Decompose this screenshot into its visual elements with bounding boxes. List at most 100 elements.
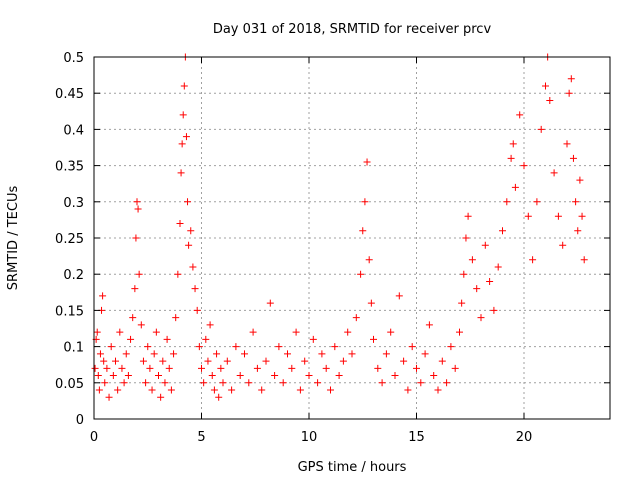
data-point	[344, 328, 352, 336]
data-point	[533, 198, 541, 206]
data-point	[292, 328, 300, 336]
data-point	[178, 140, 186, 148]
data-point	[481, 241, 489, 249]
data-point	[193, 306, 201, 314]
data-point	[139, 357, 147, 365]
data-point	[174, 270, 182, 278]
y-tick-label: 0.5	[63, 51, 84, 66]
data-point	[443, 379, 451, 387]
data-point	[477, 314, 485, 322]
data-point	[167, 386, 175, 394]
data-point	[572, 198, 580, 206]
plot-frame	[93, 56, 611, 420]
data-point	[365, 256, 373, 264]
data-point	[357, 270, 365, 278]
data-point	[132, 234, 140, 242]
data-point	[161, 379, 169, 387]
data-point	[185, 241, 193, 249]
data-point	[296, 386, 304, 394]
data-point	[464, 212, 472, 220]
y-tick-label: 0.15	[55, 304, 84, 319]
data-point	[208, 372, 216, 380]
data-point	[339, 357, 347, 365]
data-point	[228, 386, 236, 394]
data-point	[148, 386, 156, 394]
data-point	[288, 364, 296, 372]
data-point	[537, 125, 545, 133]
data-point	[155, 372, 162, 380]
data-point	[159, 357, 167, 365]
data-point	[520, 162, 528, 170]
data-point	[554, 212, 562, 220]
data-point	[400, 357, 408, 365]
x-tick-label: 20	[516, 430, 533, 445]
data-point	[359, 227, 367, 235]
data-point	[204, 357, 212, 365]
data-point	[511, 183, 519, 191]
data-point	[152, 328, 160, 336]
data-point	[284, 350, 291, 358]
data-point	[279, 379, 287, 387]
data-point	[494, 263, 502, 271]
data-point	[456, 328, 463, 336]
data-point	[468, 256, 476, 264]
data-point	[301, 357, 309, 365]
data-point	[367, 299, 375, 307]
data-point	[509, 140, 517, 148]
data-point	[172, 314, 180, 322]
y-tick-label: 0.3	[63, 196, 84, 211]
data-point	[275, 343, 283, 351]
data-point	[578, 212, 586, 220]
data-point	[563, 140, 571, 148]
data-point	[348, 350, 356, 358]
data-point	[180, 82, 188, 90]
data-point	[580, 256, 588, 264]
data-point	[142, 379, 150, 387]
data-point	[91, 364, 99, 372]
data-point	[134, 205, 142, 213]
y-tick-label: 0.05	[55, 377, 84, 392]
data-point	[103, 364, 111, 372]
data-point	[327, 386, 334, 394]
x-tick-label: 10	[301, 430, 318, 445]
data-point	[565, 89, 573, 97]
data-points	[91, 53, 588, 401]
data-point	[122, 350, 130, 358]
data-point	[305, 372, 313, 380]
data-point	[94, 372, 102, 380]
data-point	[215, 393, 223, 401]
data-point	[382, 350, 390, 358]
data-point	[191, 285, 199, 293]
data-point	[144, 343, 152, 351]
data-point	[486, 277, 494, 285]
data-point	[404, 386, 412, 394]
data-point	[352, 314, 360, 322]
data-point	[258, 386, 266, 394]
data-point	[413, 364, 420, 372]
data-point	[516, 111, 524, 119]
data-point	[112, 357, 119, 365]
data-point	[524, 212, 532, 220]
data-point	[430, 372, 438, 380]
data-point	[309, 335, 317, 343]
data-point	[165, 364, 173, 372]
data-point	[499, 227, 506, 235]
data-point	[223, 357, 231, 365]
x-tick-label: 0	[90, 430, 98, 445]
data-point	[217, 364, 225, 372]
data-point	[131, 285, 139, 293]
data-point	[462, 234, 470, 242]
data-point	[460, 270, 468, 278]
data-point	[434, 386, 442, 394]
data-point	[331, 343, 339, 351]
data-point	[370, 335, 377, 343]
y-tick-label: 0.1	[63, 341, 84, 356]
data-point	[378, 379, 386, 387]
data-point	[163, 335, 171, 343]
data-point	[135, 270, 143, 278]
data-point	[438, 357, 446, 365]
data-point	[417, 379, 425, 387]
data-point	[447, 343, 455, 351]
data-point	[93, 328, 101, 336]
